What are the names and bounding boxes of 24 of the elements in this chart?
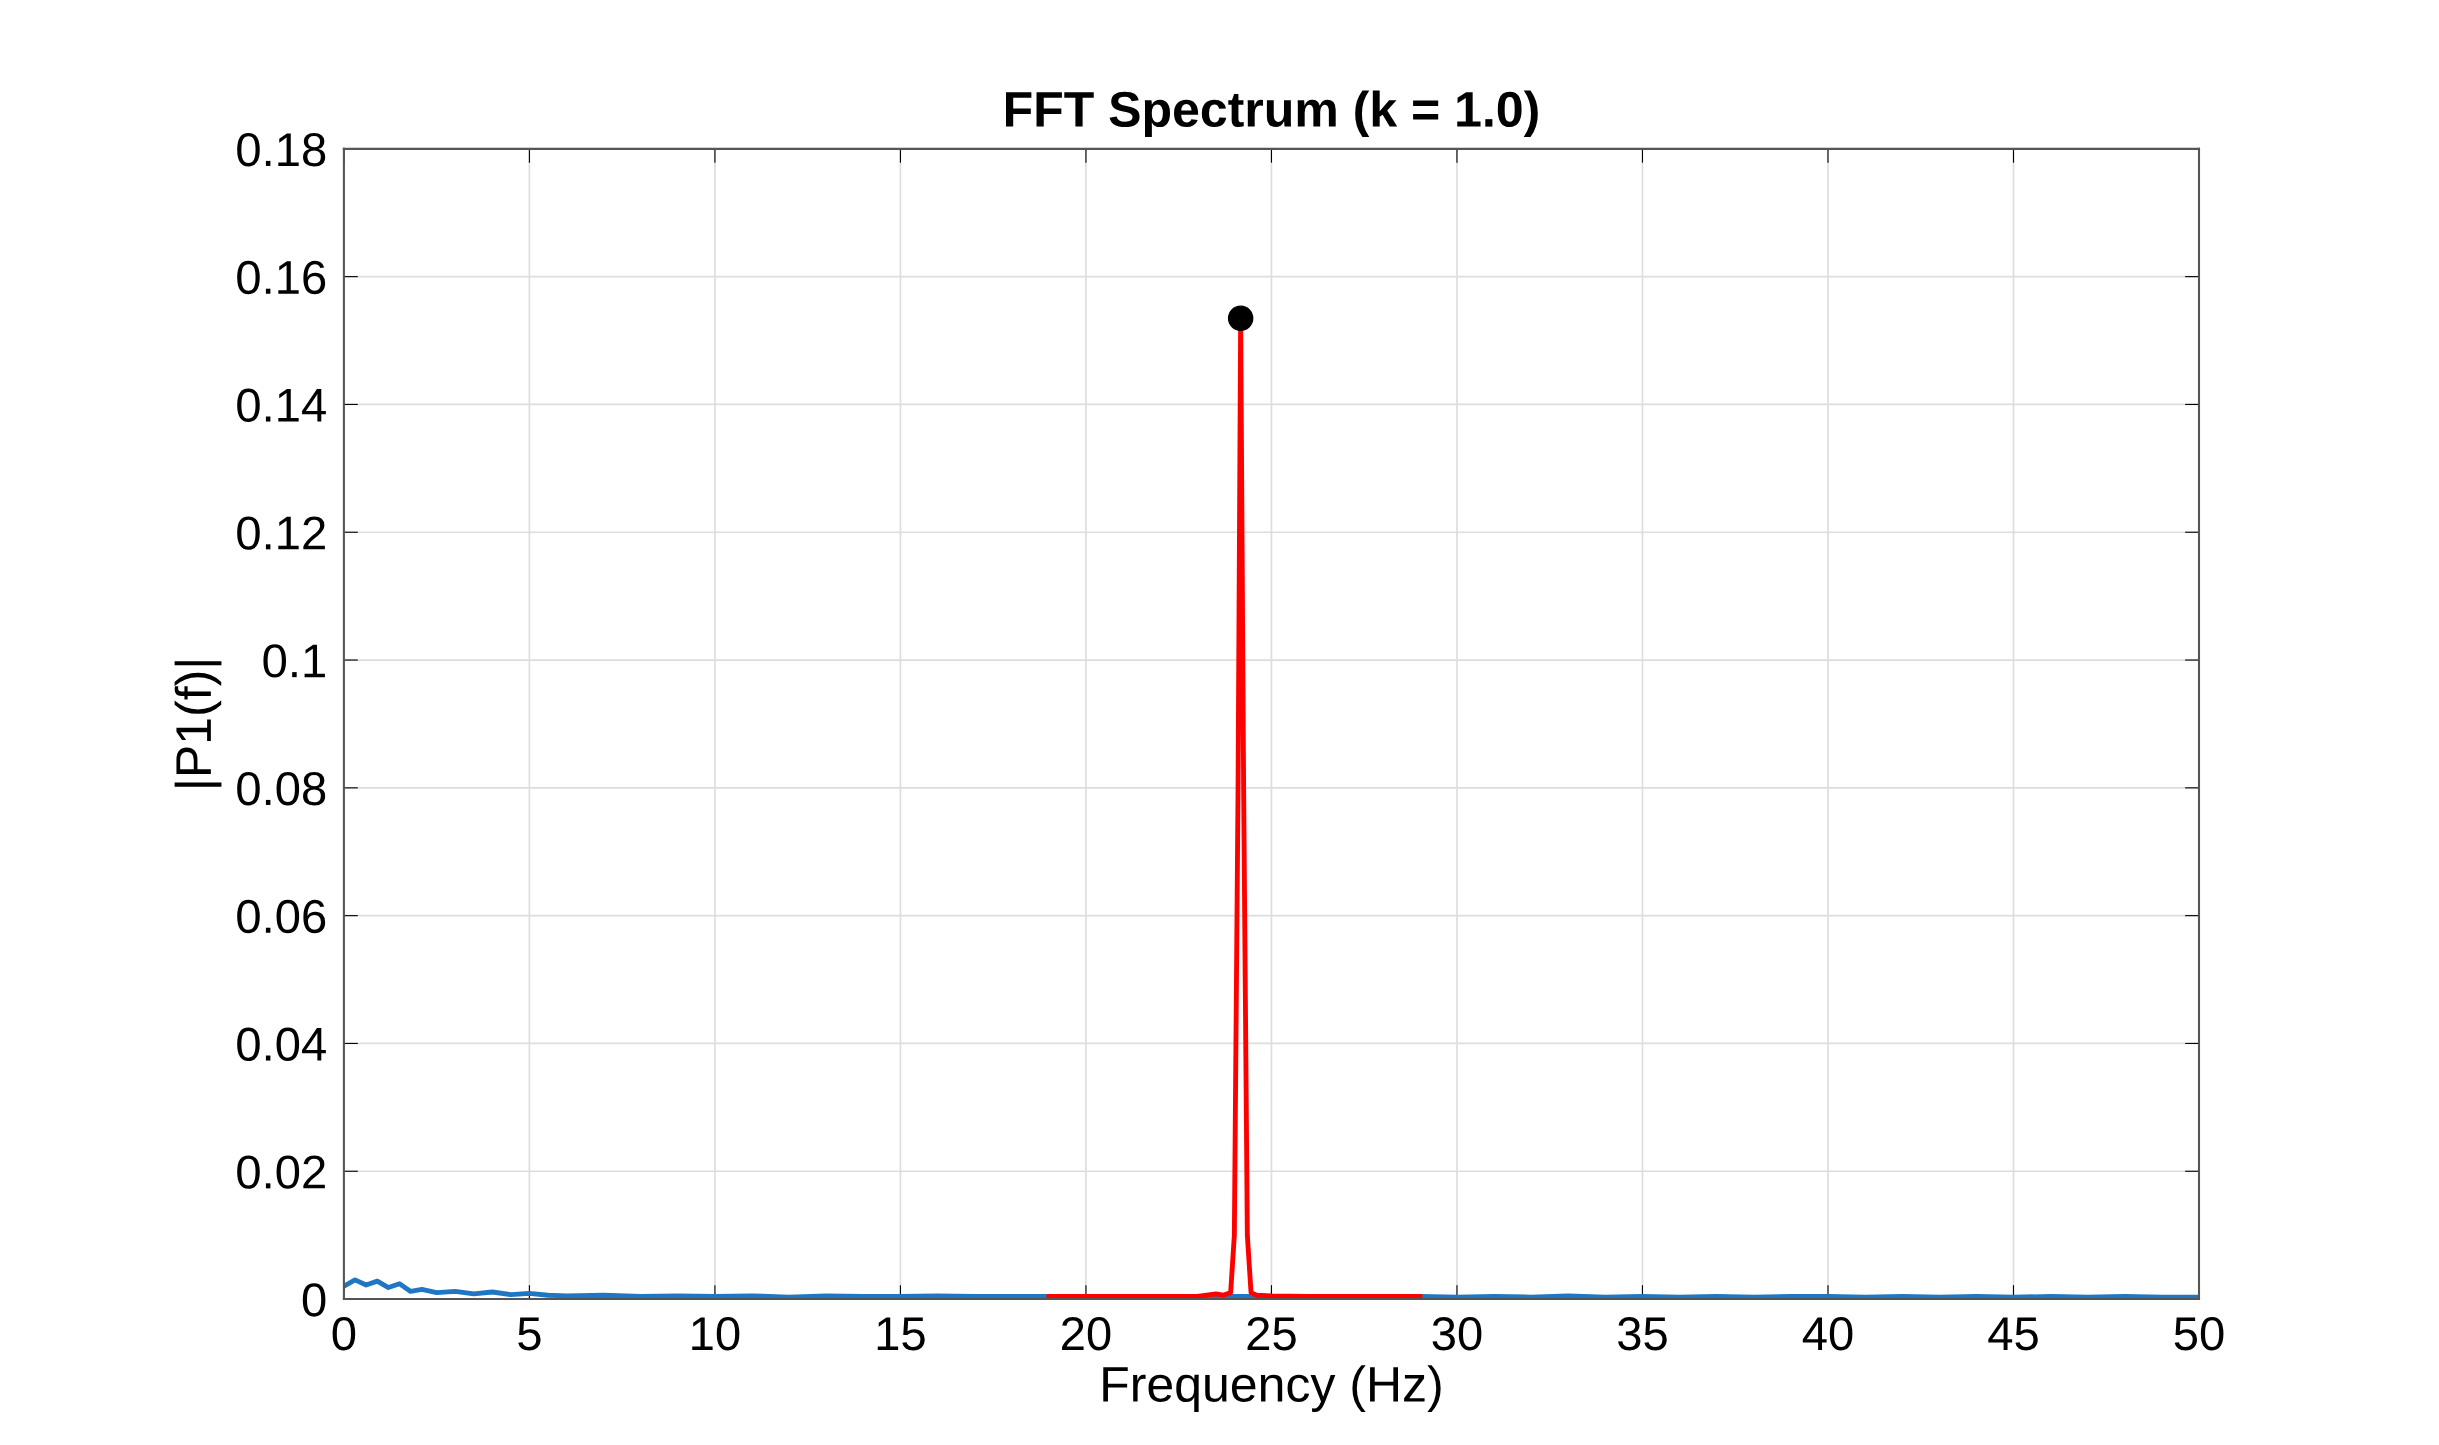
x-tick-label: 45: [1988, 1317, 2038, 1351]
x-tick-label: 35: [1618, 1316, 1667, 1351]
x-tick-label: 0: [332, 1316, 356, 1351]
y-tick-label: 0.1: [263, 644, 325, 678]
x-axis-title: Frequency (Hz): [1103, 1365, 1441, 1412]
x-tick-label: 30: [1432, 1316, 1482, 1351]
y-tick-label: 0.16: [237, 260, 326, 295]
x-tick-label: 10: [692, 1316, 740, 1351]
y-axis-title: |P1(f)|: [174, 661, 222, 787]
y-tick-label: 0.18: [237, 132, 326, 167]
y-tick-label: 0.06: [237, 899, 326, 934]
y-tick-label: 0.04: [237, 1027, 326, 1062]
y-tick-label: 0.08: [237, 771, 326, 806]
x-tick-label: 50: [2174, 1316, 2224, 1351]
chart-title: FFT Spectrum (k = 1.0): [1006, 90, 1538, 137]
y-tick-label: 0.14: [237, 388, 326, 423]
y-tick-label: 0.02: [237, 1155, 325, 1189]
y-tick-label: 0.12: [237, 516, 325, 550]
x-tick-label: 15: [877, 1317, 925, 1351]
x-tick-label: 5: [518, 1317, 541, 1351]
y-tick-label: 0: [302, 1283, 326, 1317]
x-tick-label: 40: [1802, 1316, 1853, 1351]
x-tick-label: 20: [1062, 1316, 1111, 1351]
x-tick-label: 25: [1247, 1316, 1296, 1351]
